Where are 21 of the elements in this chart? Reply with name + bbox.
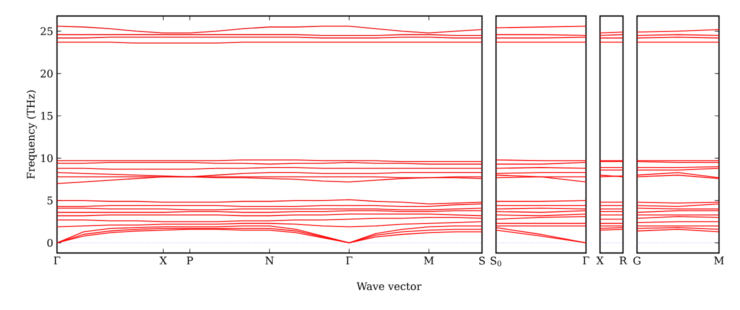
y-tick-label: 10	[41, 154, 53, 162]
x-tick-label: Γ	[346, 256, 352, 264]
y-tick-label: 0	[47, 238, 53, 247]
x-tick-label: P	[186, 256, 193, 264]
x-tick-label: Γ	[54, 256, 60, 264]
x-tick-label: M	[714, 256, 724, 264]
y-tick-label: 15	[41, 112, 53, 120]
y-tick-label: 5	[48, 196, 53, 204]
x-tick-label: S$_{0}$	[490, 256, 502, 266]
x-tick-label: M	[424, 256, 434, 264]
x-tick-label: R	[620, 256, 628, 264]
y-tick-label: 25	[40, 27, 53, 36]
y-axis-title: Frequency (THz)	[26, 90, 37, 179]
x-tick-label: Γ	[582, 256, 590, 264]
x-tick-label: X	[596, 256, 604, 264]
x-tick-label: X	[160, 256, 167, 264]
x-tick-label: S	[479, 256, 485, 265]
y-tick-label: 20	[40, 70, 53, 78]
x-axis-title: Wave vector	[356, 282, 422, 290]
x-tick-label: G	[633, 256, 640, 265]
x-tick-label: N	[265, 256, 274, 264]
